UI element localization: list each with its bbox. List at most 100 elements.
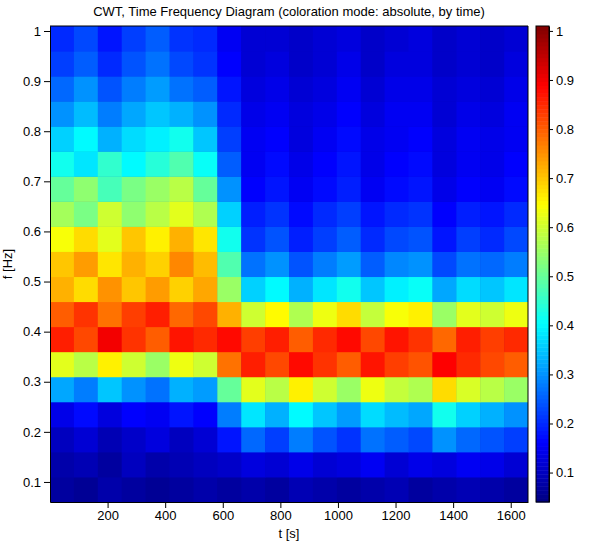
heatmap-cell — [265, 277, 289, 303]
heatmap-cell — [337, 101, 361, 127]
heatmap-cell — [409, 51, 433, 77]
colorbar-segment — [536, 82, 549, 86]
heatmap-cell — [432, 101, 456, 127]
heatmap-cell — [122, 402, 146, 428]
tick: 0.4 — [549, 318, 574, 333]
heatmap-cell — [193, 277, 217, 303]
heatmap-cell — [241, 51, 265, 77]
heatmap-cell — [170, 452, 194, 478]
heatmap-cell — [146, 277, 170, 303]
colorbar-segment — [536, 458, 549, 462]
heatmap-cell — [361, 151, 385, 177]
tick: 800 — [270, 502, 292, 523]
heatmap-cell — [313, 302, 337, 328]
heatmap-cell — [146, 452, 170, 478]
heatmap-cell — [504, 101, 528, 127]
colorbar-segment — [536, 117, 549, 121]
heatmap-cell — [146, 352, 170, 378]
heatmap-cell — [456, 302, 480, 328]
tick: 0.7 — [23, 174, 50, 189]
colorbar-segment — [536, 189, 549, 193]
colorbar-segment — [536, 50, 549, 54]
heatmap-cell — [409, 477, 433, 502]
heatmap-cell — [504, 126, 528, 152]
tick-mark — [453, 502, 454, 508]
heatmap-cell — [170, 302, 194, 328]
tick-label: 0.2 — [556, 416, 574, 431]
heatmap-cell — [193, 26, 217, 52]
heatmap-cell — [289, 352, 313, 378]
colorbar-segment — [536, 395, 549, 399]
heatmap-cell — [385, 26, 409, 52]
heatmap-cell — [50, 126, 74, 152]
heatmap-cell — [241, 176, 265, 202]
heatmap-cell — [361, 126, 385, 152]
heatmap-cell — [504, 377, 528, 403]
heatmap-cell — [337, 427, 361, 453]
heatmap-cell — [241, 226, 265, 252]
heatmap-cell — [313, 377, 337, 403]
colorbar-segment — [536, 212, 549, 216]
heatmap-cell — [146, 327, 170, 353]
colorbar-segment — [536, 312, 549, 316]
colorbar-segment — [536, 30, 549, 34]
colorbar-segment — [536, 435, 549, 439]
heatmap-cell — [265, 226, 289, 252]
colorbar-segment — [536, 304, 549, 308]
heatmap-cell — [170, 427, 194, 453]
heatmap-cell — [504, 402, 528, 428]
colorbar-segment — [536, 300, 549, 304]
heatmap-cell — [170, 151, 194, 177]
heatmap-cell — [361, 101, 385, 127]
heatmap-cell — [74, 477, 98, 502]
tick-label: 0.1 — [556, 465, 574, 480]
heatmap-cell — [241, 126, 265, 152]
heatmap-cell — [337, 226, 361, 252]
heatmap-cell — [456, 251, 480, 277]
colorbar-segment — [536, 141, 549, 145]
heatmap-cell — [98, 26, 122, 52]
axis-line — [50, 27, 51, 503]
heatmap-cell — [337, 402, 361, 428]
heatmap-cell — [313, 327, 337, 353]
heatmap-cell — [98, 126, 122, 152]
heatmap-cell — [170, 477, 194, 502]
tick-label: 0.9 — [556, 73, 574, 88]
heatmap-cell — [217, 151, 241, 177]
heatmap-cell — [361, 26, 385, 52]
heatmap-cell — [289, 26, 313, 52]
colorbar-segment — [536, 324, 549, 328]
heatmap-cell — [217, 251, 241, 277]
colorbar-segment — [536, 89, 549, 93]
colorbar-segment — [536, 97, 549, 101]
colorbar-segment — [536, 272, 549, 276]
heatmap-cell — [146, 226, 170, 252]
heatmap-cell — [98, 101, 122, 127]
tick-mark — [396, 502, 397, 508]
heatmap-cell — [504, 327, 528, 353]
colorbar-segment — [536, 66, 549, 70]
tick-label: 0.6 — [23, 224, 41, 239]
heatmap-cell — [504, 352, 528, 378]
heatmap-cell — [98, 76, 122, 102]
heatmap-cell — [289, 251, 313, 277]
heatmap-cell — [289, 126, 313, 152]
heatmap-cell — [241, 277, 265, 303]
heatmap-cell — [504, 226, 528, 252]
heatmap-cell — [193, 151, 217, 177]
tick: 1 — [34, 24, 50, 39]
heatmap-cell — [74, 176, 98, 202]
heatmap-cell — [265, 76, 289, 102]
colorbar-segment — [536, 26, 549, 30]
colorbar-segment — [536, 58, 549, 62]
heatmap-cell — [480, 226, 504, 252]
colorbar-segment — [536, 296, 549, 300]
heatmap-cell — [409, 302, 433, 328]
colorbar-segment — [536, 236, 549, 240]
heatmap-cell — [504, 51, 528, 77]
heatmap-cell — [385, 201, 409, 227]
heatmap-cell — [385, 302, 409, 328]
colorbar-segment — [536, 347, 549, 351]
heatmap-cell — [98, 352, 122, 378]
tick: 0.7 — [549, 171, 574, 186]
